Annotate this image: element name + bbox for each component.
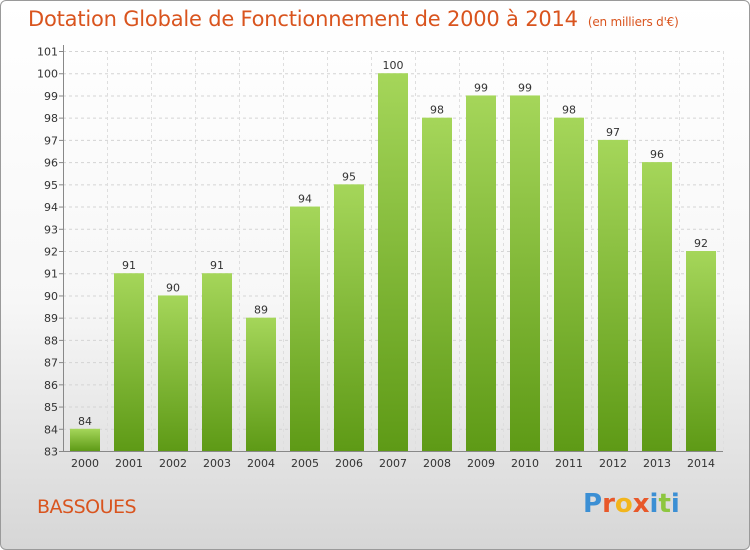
- data-label: 99: [518, 81, 532, 94]
- x-tick-label: 2008: [423, 457, 451, 470]
- logo-letter: i: [670, 489, 680, 519]
- data-labels: 84 91 90 91 89 94 95 100 98 99 99 98 97 96 92: [78, 59, 708, 428]
- bar: [158, 295, 188, 451]
- y-tick-label: 90: [44, 290, 58, 303]
- bar: [642, 162, 672, 451]
- y-tick-label: 96: [44, 157, 58, 170]
- proxiti-logo[interactable]: Proxiti: [583, 489, 680, 519]
- chart-title: Dotation Globale de Fonctionnement de 20…: [28, 7, 679, 31]
- bar: [554, 117, 584, 452]
- x-tick-label: 2001: [115, 457, 143, 470]
- logo-letter: x: [632, 489, 650, 519]
- x-tick-label: 2002: [159, 457, 187, 470]
- x-tick-label: 2013: [643, 457, 671, 470]
- bars: [70, 73, 716, 452]
- y-tick-label: 86: [44, 379, 58, 392]
- axes: 83 84 85 86 87 88 89 90 91 92 93 94 95 96 97 98 99 100 101…: [37, 45, 723, 470]
- data-label: 91: [210, 259, 224, 272]
- bar: [598, 139, 628, 451]
- y-tick-label: 97: [44, 134, 58, 147]
- data-label: 90: [166, 281, 180, 294]
- bar: [510, 95, 540, 451]
- bar: [290, 206, 320, 451]
- y-tick-label: 92: [44, 246, 58, 259]
- y-tick-label: 94: [44, 201, 58, 214]
- y-tick-label: 83: [44, 446, 58, 459]
- x-tick-label: 2006: [335, 457, 363, 470]
- bar: [334, 184, 364, 452]
- data-label: 89: [254, 304, 268, 317]
- x-tick-label: 2012: [599, 457, 627, 470]
- bar: [246, 317, 276, 451]
- bar: [422, 117, 452, 452]
- y-tick-label: 84: [44, 423, 58, 436]
- y-tick-label: 89: [44, 312, 58, 325]
- bar: [378, 73, 408, 451]
- y-tick-label: 101: [37, 46, 58, 59]
- x-tick-label: 2004: [247, 457, 275, 470]
- commune-name: BASSOUES: [37, 496, 137, 518]
- logo-letter: i: [649, 489, 659, 519]
- data-label: 84: [78, 415, 92, 428]
- y-tick-label: 91: [44, 268, 58, 281]
- x-tick-label: 2009: [467, 457, 495, 470]
- y-tick-label: 93: [44, 223, 58, 236]
- y-tick-label: 100: [37, 68, 58, 81]
- chart-subtitle: (en milliers d'€): [587, 15, 679, 29]
- x-tick-label: 2007: [379, 457, 407, 470]
- bar: [686, 251, 716, 451]
- x-tick-label: 2014: [687, 457, 715, 470]
- x-tick-label: 2000: [71, 457, 99, 470]
- y-tick-label: 99: [44, 90, 58, 103]
- x-tick-label: 2005: [291, 457, 319, 470]
- data-label: 98: [562, 104, 576, 117]
- bar: [114, 273, 144, 451]
- title-text: Dotation Globale de Fonctionnement de 20…: [28, 7, 578, 31]
- y-tick-label: 85: [44, 401, 58, 414]
- data-label: 100: [383, 59, 404, 72]
- data-label: 92: [694, 237, 708, 250]
- data-label: 91: [122, 259, 136, 272]
- x-tick-label: 2003: [203, 457, 231, 470]
- y-tick-label: 88: [44, 334, 58, 347]
- data-label: 94: [298, 193, 312, 206]
- x-tick-label: 2011: [555, 457, 583, 470]
- y-tick-label: 87: [44, 357, 58, 370]
- bar: [70, 428, 100, 451]
- data-label: 97: [606, 126, 620, 139]
- data-label: 96: [650, 148, 664, 161]
- bar: [466, 95, 496, 451]
- logo-letter: P: [583, 489, 603, 519]
- data-label: 99: [474, 81, 488, 94]
- x-tick-label: 2010: [511, 457, 539, 470]
- bar: [202, 273, 232, 451]
- data-label: 95: [342, 170, 356, 183]
- logo-letter: o: [614, 489, 633, 519]
- data-label: 98: [430, 104, 444, 117]
- y-tick-label: 98: [44, 112, 58, 125]
- logo-letter: r: [602, 489, 615, 519]
- logo-letter: t: [658, 489, 671, 519]
- y-tick-label: 95: [44, 179, 58, 192]
